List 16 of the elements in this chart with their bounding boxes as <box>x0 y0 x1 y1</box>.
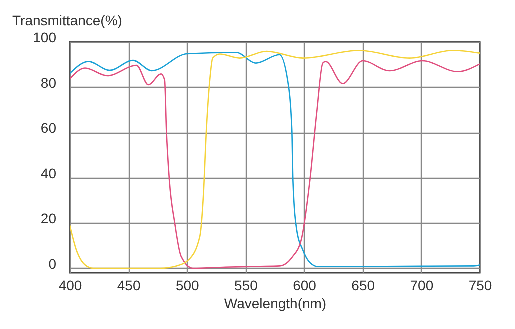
x-tick-label: 400 <box>58 278 82 294</box>
x-tick-label: 650 <box>352 278 376 294</box>
y-tick-label: 20 <box>40 210 57 227</box>
y-tick-label: 80 <box>40 74 57 91</box>
y-tick-label: 0 <box>48 256 57 272</box>
x-tick-label: 700 <box>410 278 434 294</box>
x-tick-label: 750 <box>468 278 492 294</box>
y-tick-label: 60 <box>40 120 57 136</box>
y-tick-label: 100 <box>33 30 57 46</box>
x-tick-label: 550 <box>234 278 258 294</box>
x-tick-label: 500 <box>176 278 200 294</box>
y-axis-title: Transmittance(%) <box>12 12 122 28</box>
x-axis-title: Wavelength(nm) <box>224 296 327 312</box>
y-tick-label: 40 <box>40 165 57 182</box>
x-tick-label: 600 <box>293 278 317 294</box>
x-tick-label: 450 <box>117 278 141 294</box>
